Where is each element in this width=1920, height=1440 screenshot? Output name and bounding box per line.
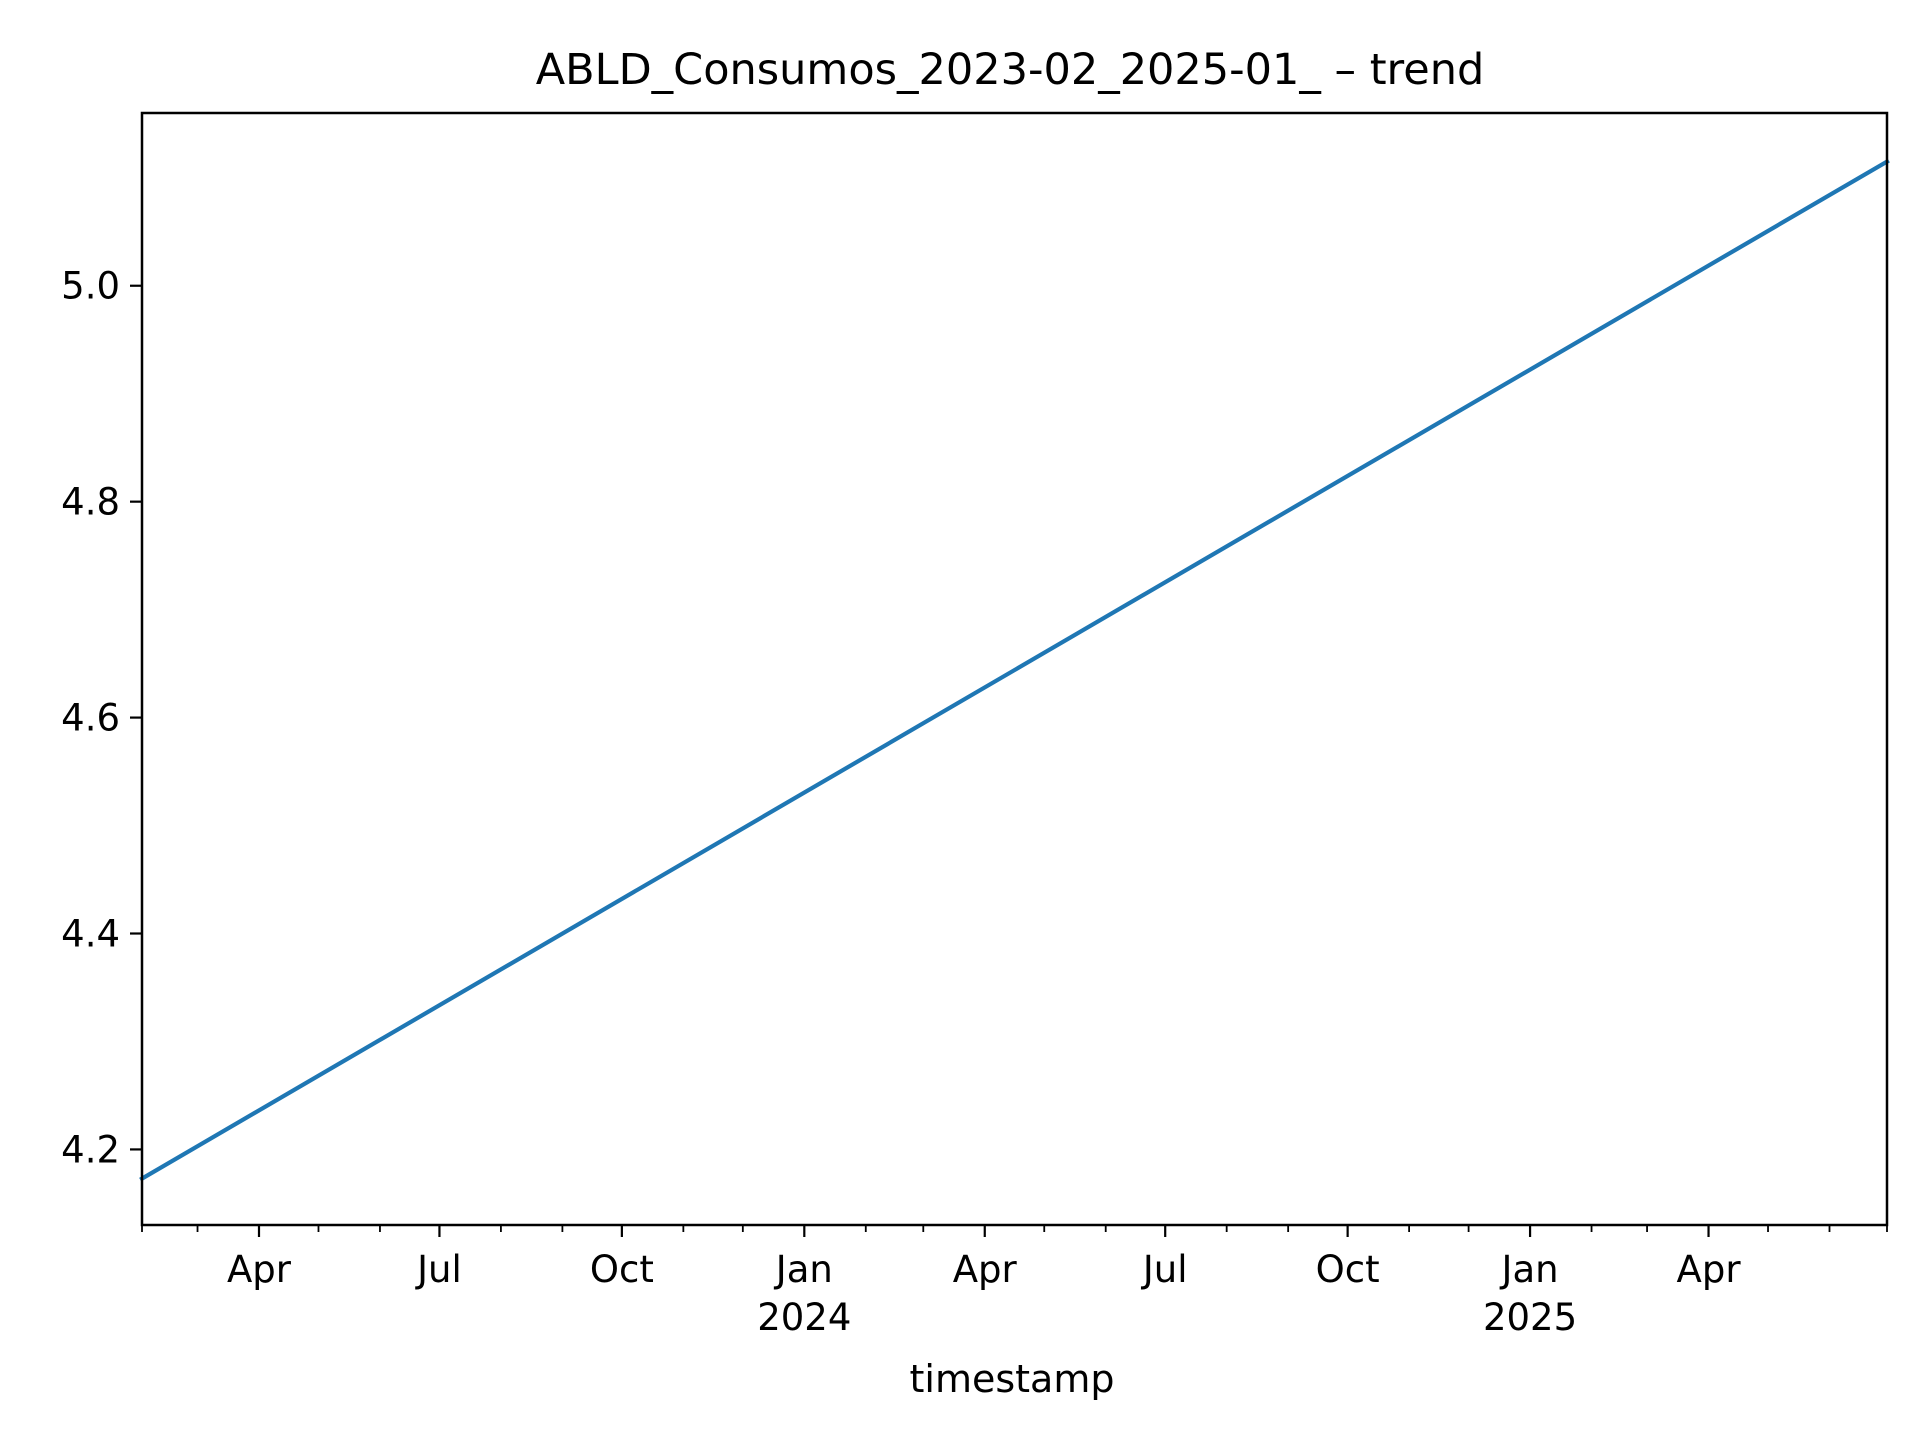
x-axis: Apr Jul Oct Jan 2024 Apr Jul Oct Jan 2025 Apr [141, 1225, 1888, 1339]
x-tick-year-label-7: 2025 [1483, 1296, 1577, 1339]
chart-title: ABLD_Consumos_2023-02_2025-01_ – trend [536, 45, 1485, 95]
x-axis-label: timestamp [910, 1357, 1115, 1401]
x-tick-label-6: Oct [1316, 1248, 1380, 1291]
x-tick-label-2: Oct [590, 1248, 654, 1291]
plot-frame [140, 111, 1889, 1227]
x-tick-year-label-3: 2024 [757, 1296, 851, 1339]
trend-line-series-0 [139, 158, 1890, 1182]
y-tick-label-3: 4.8 [61, 481, 120, 524]
y-tick-label-4: 5.0 [61, 265, 120, 308]
x-tick-label-0: Apr [227, 1248, 292, 1291]
x-tick-label-5: Jul [1141, 1248, 1188, 1291]
y-tick-label-2: 4.6 [61, 697, 120, 740]
x-tick-label-1: Jul [415, 1248, 462, 1291]
y-axis: 4.2 4.4 4.6 4.8 5.0 [61, 265, 142, 1171]
plot-marks [139, 158, 1890, 1182]
x-tick-label-8: Apr [1677, 1248, 1742, 1291]
y-tick-label-0: 4.2 [61, 1128, 120, 1171]
x-tick-label-3: Jan [774, 1248, 833, 1291]
y-tick-label-1: 4.4 [61, 913, 120, 956]
x-tick-label-7: Jan [1500, 1248, 1559, 1291]
x-tick-label-4: Apr [953, 1248, 1018, 1291]
